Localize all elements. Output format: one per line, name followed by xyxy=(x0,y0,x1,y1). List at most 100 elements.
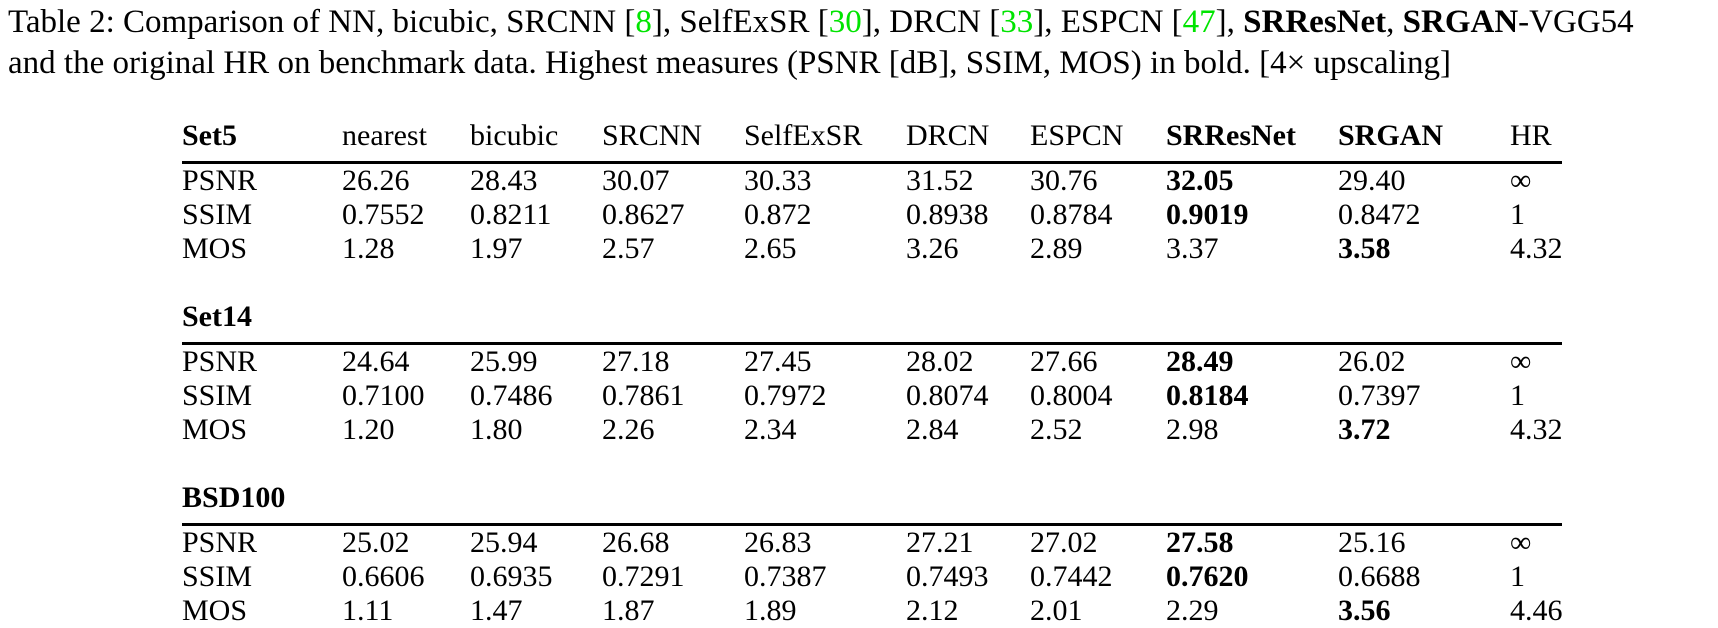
value-cell: 30.76 xyxy=(1030,164,1098,197)
caption-text: ], DRCN [ xyxy=(861,4,1001,40)
value-cell: 32.05 xyxy=(1166,164,1234,197)
column-header: SRCNN xyxy=(602,108,744,164)
value-cell: 1.80 xyxy=(470,413,523,446)
citation-ref[interactable]: 47 xyxy=(1182,4,1216,40)
value-cell: 2.52 xyxy=(1030,413,1083,446)
table-section-header: Set14 xyxy=(182,300,1562,345)
value-cell: 1.89 xyxy=(744,594,797,627)
caption-text: SRResNet xyxy=(1243,4,1387,40)
value-cell: 0.7291 xyxy=(602,560,685,593)
value-cell: 0.8004 xyxy=(1030,379,1113,412)
value-cell: 30.33 xyxy=(744,164,812,197)
value-cell: 28.49 xyxy=(1166,345,1234,378)
value-cell: ∞ xyxy=(1510,526,1532,559)
value-cell: 2.98 xyxy=(1166,413,1219,446)
column-header: HR xyxy=(1510,108,1562,164)
metric-label: MOS xyxy=(182,232,248,265)
value-cell: 0.8938 xyxy=(906,198,989,231)
value-cell: 25.99 xyxy=(470,345,538,378)
value-cell: 1 xyxy=(1510,379,1525,412)
caption-text: ], xyxy=(1215,4,1244,40)
value-cell: 0.8211 xyxy=(470,198,552,231)
value-cell: 1 xyxy=(1510,198,1525,231)
value-cell: 28.02 xyxy=(906,345,974,378)
table-row: SSIM 0.7100 0.7486 0.7861 0.7972 0.8074 … xyxy=(182,379,1562,413)
column-header: DRCN xyxy=(906,108,1030,164)
table-row: MOS 1.11 1.47 1.87 1.89 2.12 2.01 2.29 3… xyxy=(182,594,1563,628)
metric-label: SSIM xyxy=(182,198,253,231)
value-cell: 2.89 xyxy=(1030,232,1083,265)
caption-line-1: Table 2: Comparison of NN, bicubic, SRCN… xyxy=(8,2,1718,43)
value-cell: 0.8472 xyxy=(1338,198,1421,231)
caption-text: and the original HR on benchmark data. H… xyxy=(8,45,1451,81)
value-cell: 1.28 xyxy=(342,232,395,265)
value-cell: 4.32 xyxy=(1510,413,1563,446)
value-cell: 27.02 xyxy=(1030,526,1098,559)
value-cell: 0.8784 xyxy=(1030,198,1113,231)
value-cell: 26.26 xyxy=(342,164,410,197)
value-cell: 0.872 xyxy=(744,198,812,231)
value-cell: 1.87 xyxy=(602,594,655,627)
citation-ref[interactable]: 30 xyxy=(828,4,862,40)
dataset-label: Set5 xyxy=(182,108,342,164)
value-cell: 2.12 xyxy=(906,594,959,627)
value-cell: 0.6688 xyxy=(1338,560,1421,593)
caption-text: ], ESPCN [ xyxy=(1033,4,1183,40)
metric-label: MOS xyxy=(182,594,248,627)
value-cell: 3.56 xyxy=(1338,594,1391,627)
column-header: ESPCN xyxy=(1030,108,1166,164)
value-cell: 25.94 xyxy=(470,526,538,559)
value-cell: 0.8627 xyxy=(602,198,685,231)
dataset-label: BSD100 xyxy=(182,481,342,526)
value-cell: 27.21 xyxy=(906,526,974,559)
value-cell: 1 xyxy=(1510,560,1525,593)
caption-text: , xyxy=(1386,4,1403,40)
value-cell: 30.07 xyxy=(602,164,670,197)
value-cell: 0.7552 xyxy=(342,198,425,231)
value-cell: 0.7620 xyxy=(1166,560,1249,593)
metric-label: SSIM xyxy=(182,379,253,412)
value-cell: 0.7397 xyxy=(1338,379,1421,412)
caption-text: -VGG54 xyxy=(1518,4,1634,40)
value-cell: 26.68 xyxy=(602,526,670,559)
metric-label: PSNR xyxy=(182,345,258,378)
metric-label: PSNR xyxy=(182,164,258,197)
metric-label: SSIM xyxy=(182,560,253,593)
value-cell: 25.16 xyxy=(1338,526,1406,559)
section-spacer xyxy=(182,447,1562,481)
table-row: PSNR 25.02 25.94 26.68 26.83 27.21 27.02… xyxy=(182,525,1562,561)
benchmark-results-table: Set5 nearest bicubic SRCNN SelfExSR DRCN… xyxy=(182,108,1563,628)
column-header: bicubic xyxy=(470,108,602,164)
caption-text: Table 2: Comparison of NN, bicubic, SRCN… xyxy=(8,4,636,40)
caption-line-2: and the original HR on benchmark data. H… xyxy=(8,43,1718,84)
value-cell: 0.6606 xyxy=(342,560,425,593)
value-cell: 26.83 xyxy=(744,526,812,559)
value-cell: 1.11 xyxy=(342,594,394,627)
value-cell: 27.66 xyxy=(1030,345,1098,378)
section-spacer xyxy=(182,266,1562,300)
value-cell: 2.29 xyxy=(1166,594,1219,627)
value-cell: 3.72 xyxy=(1338,413,1391,446)
value-cell: 3.58 xyxy=(1338,232,1391,265)
value-cell: 0.9019 xyxy=(1166,198,1249,231)
metric-label: PSNR xyxy=(182,526,258,559)
value-cell: 24.64 xyxy=(342,345,410,378)
value-cell: 0.8074 xyxy=(906,379,989,412)
citation-ref[interactable]: 33 xyxy=(1000,4,1034,40)
table-row: SSIM 0.7552 0.8211 0.8627 0.872 0.8938 0… xyxy=(182,198,1562,232)
value-cell: 3.37 xyxy=(1166,232,1219,265)
value-cell: 1.97 xyxy=(470,232,523,265)
value-cell: 2.57 xyxy=(602,232,655,265)
dataset-label: Set14 xyxy=(182,300,342,345)
value-cell: 31.52 xyxy=(906,164,974,197)
value-cell: 0.7442 xyxy=(1030,560,1113,593)
table-row: MOS 1.28 1.97 2.57 2.65 3.26 2.89 3.37 3… xyxy=(182,232,1563,266)
table-row: MOS 1.20 1.80 2.26 2.34 2.84 2.52 2.98 3… xyxy=(182,413,1563,447)
value-cell: 1.47 xyxy=(470,594,523,627)
value-cell: ∞ xyxy=(1510,345,1532,378)
table-section-header: BSD100 xyxy=(182,481,1562,526)
value-cell: 0.7493 xyxy=(906,560,989,593)
column-header: SRGAN xyxy=(1338,108,1510,164)
citation-ref[interactable]: 8 xyxy=(635,4,652,40)
value-cell: 0.7387 xyxy=(744,560,827,593)
